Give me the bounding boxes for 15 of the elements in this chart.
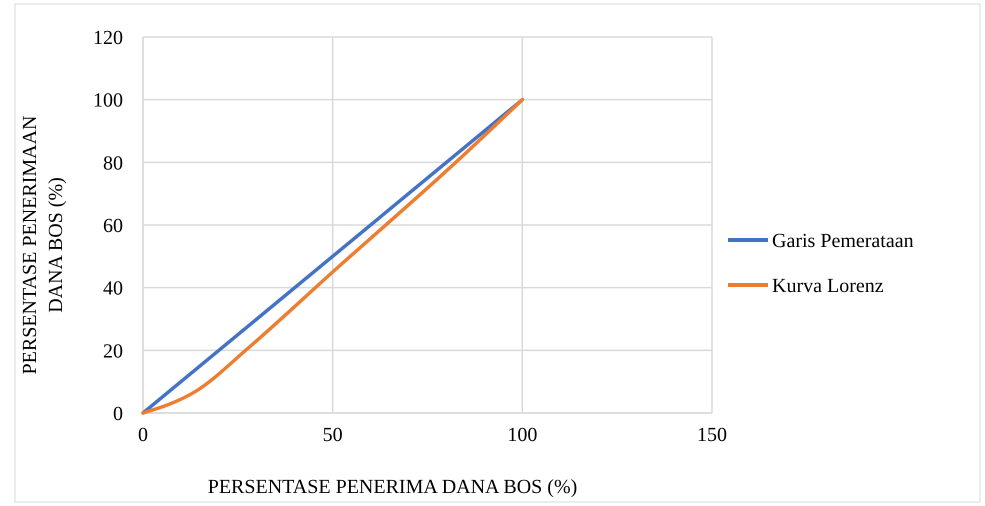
y-tick-label: 0 [113, 403, 123, 425]
x-tick-label: 50 [322, 424, 343, 446]
y-tick-label: 80 [103, 152, 123, 174]
y-tick-label: 120 [93, 27, 123, 49]
y-tick-label: 60 [103, 215, 123, 237]
x-tick-label: 150 [697, 424, 727, 446]
y-tick-label: 20 [103, 340, 123, 362]
legend-label: Kurva Lorenz [772, 275, 884, 297]
y-tick-label: 40 [103, 278, 123, 300]
x-tick-label: 0 [138, 424, 148, 446]
legend-label: Garis Pemerataan [772, 230, 914, 252]
y-tick-label: 100 [93, 90, 123, 112]
x-tick-label: 100 [507, 424, 538, 446]
y-axis-title: PERSENTASE PENERIMAAN DANA BOS (%) [19, 116, 67, 374]
x-axis-title: PERSENTASE PENERIMA DANA BOS (%) [208, 476, 578, 498]
